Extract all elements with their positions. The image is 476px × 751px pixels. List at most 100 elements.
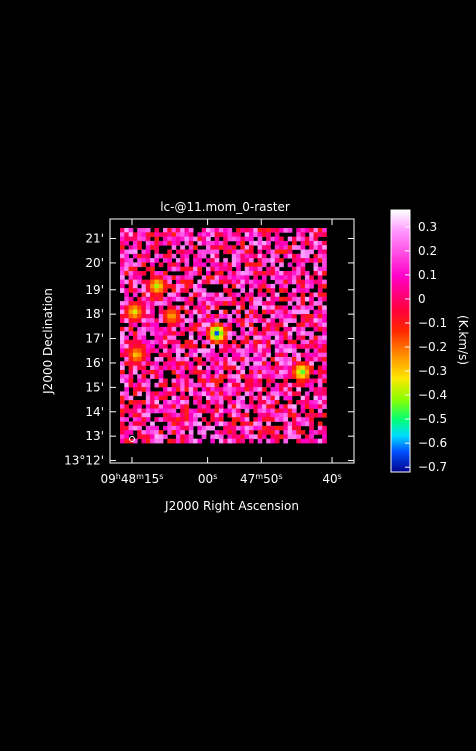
raster-pixel — [231, 417, 237, 422]
raster-pixel — [300, 378, 306, 384]
raster-pixel — [180, 344, 185, 349]
raster-pixel — [231, 292, 237, 298]
raster-pixel — [317, 279, 323, 285]
colorbar-segment — [391, 416, 410, 418]
raster-pixel — [300, 400, 306, 405]
raster-pixel — [313, 236, 319, 242]
raster-pixel — [193, 417, 198, 422]
colorbar-segment — [391, 354, 410, 356]
raster-pixel — [227, 245, 233, 250]
raster-pixel — [261, 348, 267, 354]
raster-pixel — [300, 283, 306, 289]
raster-pixel — [253, 262, 258, 268]
raster-pixel — [283, 365, 289, 371]
colorbar-segment — [391, 275, 410, 277]
raster-pixel — [167, 326, 172, 332]
raster-pixel — [257, 288, 263, 293]
raster-pixel — [150, 262, 155, 268]
raster-pixel — [214, 318, 220, 323]
raster-pixel — [188, 236, 194, 242]
raster-pixel — [128, 357, 134, 362]
colorbar-segment — [391, 286, 410, 288]
raster-pixel — [322, 314, 327, 319]
colorbar-segment — [391, 407, 410, 409]
colorbar-segment — [391, 453, 410, 455]
raster-pixel — [132, 314, 138, 319]
colorbar-segment — [391, 352, 410, 354]
colorbar-segment — [391, 213, 410, 215]
raster-pixel — [231, 283, 237, 289]
raster-pixel — [274, 240, 280, 246]
raster-pixel — [120, 236, 125, 242]
raster-pixel — [171, 292, 177, 298]
raster-pixel — [175, 305, 181, 311]
raster-pixel — [249, 421, 254, 427]
raster-pixel — [137, 326, 142, 332]
raster-pixel — [137, 417, 142, 422]
raster-pixel — [231, 249, 237, 255]
raster-pixel — [231, 408, 237, 414]
raster-pixel — [283, 279, 289, 285]
raster-pixel — [261, 240, 267, 246]
raster-pixel — [214, 374, 220, 379]
raster-pixel — [171, 309, 177, 315]
raster-pixel — [322, 326, 327, 332]
raster-pixel — [270, 438, 276, 444]
raster-pixel — [287, 408, 293, 414]
raster-pixel — [175, 266, 181, 272]
colorbar-segment — [391, 468, 410, 470]
raster-pixel — [313, 348, 319, 354]
raster-pixel — [188, 279, 194, 285]
raster-pixel — [124, 361, 129, 366]
raster-pixel — [279, 309, 284, 315]
raster-pixel — [145, 378, 151, 384]
raster-pixel — [304, 240, 310, 246]
raster-pixel — [201, 301, 207, 306]
raster-pixel — [240, 361, 246, 366]
raster-pixel — [249, 249, 254, 255]
raster-pixel — [227, 378, 233, 384]
raster-pixel — [132, 236, 138, 242]
raster-pixel — [163, 240, 168, 246]
raster-pixel — [270, 365, 276, 371]
raster-pixel — [188, 266, 194, 272]
raster-pixel — [313, 258, 319, 263]
colorbar-segment — [391, 374, 410, 376]
raster-pixel — [300, 335, 306, 341]
raster-pixel — [261, 335, 267, 341]
raster-pixel — [150, 408, 155, 414]
raster-pixel — [150, 275, 155, 280]
raster-pixel — [163, 283, 168, 289]
colorbar-segment — [391, 332, 410, 334]
raster-pixel — [128, 430, 134, 435]
raster-pixel — [296, 352, 301, 358]
raster-pixel — [163, 301, 168, 306]
raster-pixel — [322, 395, 327, 401]
raster-pixel — [188, 391, 194, 397]
raster-pixel — [158, 232, 164, 237]
raster-pixel — [261, 434, 267, 440]
raster-pixel — [304, 271, 310, 276]
colorbar-segment — [391, 422, 410, 424]
raster-pixel — [141, 301, 147, 306]
raster-pixel — [206, 378, 211, 384]
raster-pixel — [124, 326, 129, 332]
raster-pixel — [279, 348, 284, 354]
raster-pixel — [266, 240, 271, 246]
raster-pixel — [240, 434, 246, 440]
colorbar-segment — [391, 369, 410, 371]
raster-pixel — [274, 322, 280, 328]
raster-pixel — [132, 240, 138, 246]
raster-pixel — [137, 288, 142, 293]
raster-pixel — [296, 357, 301, 362]
raster-pixel — [120, 275, 125, 280]
raster-pixel — [287, 425, 293, 431]
raster-pixel — [261, 339, 267, 345]
raster-pixel — [300, 395, 306, 401]
raster-pixel — [309, 249, 314, 255]
raster-pixel — [257, 318, 263, 323]
raster-pixel — [253, 378, 258, 384]
raster-pixel — [206, 245, 211, 250]
raster-pixel — [210, 232, 215, 237]
raster-pixel — [201, 292, 207, 298]
